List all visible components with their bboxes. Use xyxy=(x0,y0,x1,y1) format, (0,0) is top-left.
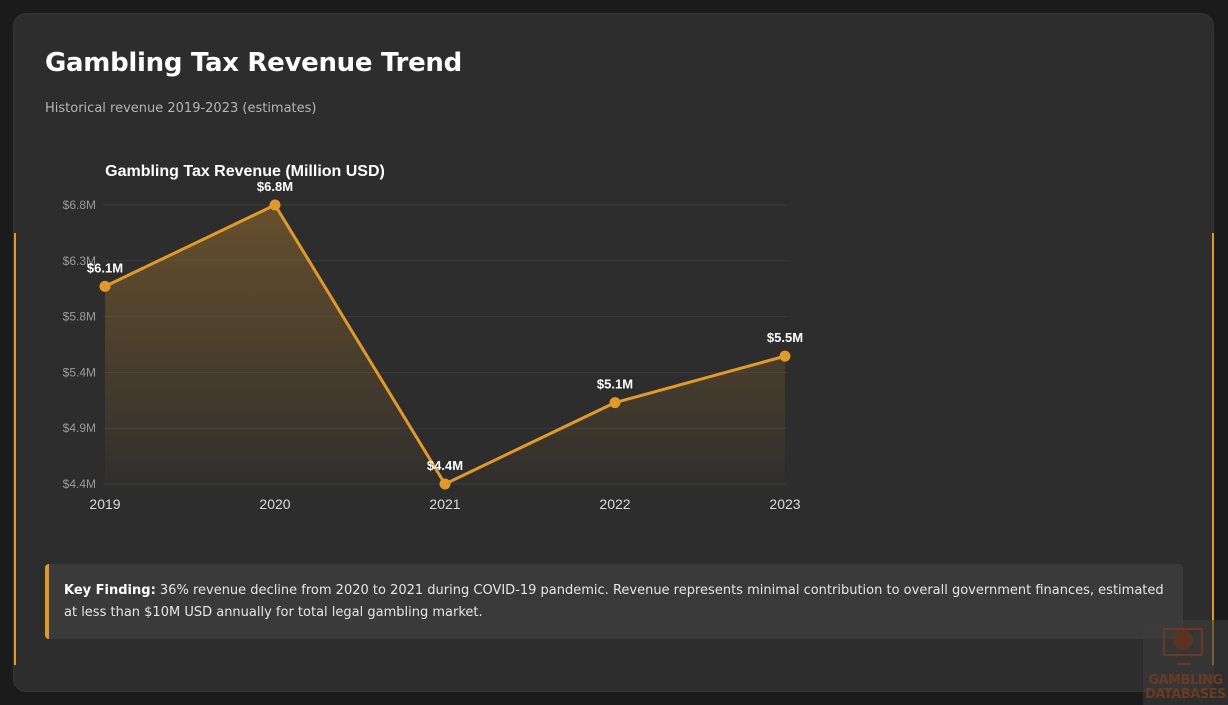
watermark-logo: GAMBLING DATABASES xyxy=(1143,620,1228,705)
data-label-2023: $5.5M xyxy=(767,330,803,345)
y-tick-label: $6.8M xyxy=(63,198,96,212)
monitor-poker-chip-icon xyxy=(1163,628,1203,656)
data-point-2020[interactable] xyxy=(269,199,281,211)
data-point-2022[interactable] xyxy=(609,397,621,409)
data-points xyxy=(99,199,791,490)
y-tick-label: $5.4M xyxy=(63,365,96,379)
x-axis: 2019 2020 2021 2022 2023 xyxy=(89,496,800,512)
chart-title: Gambling Tax Revenue (Million USD) xyxy=(105,163,385,180)
x-tick-label: 2022 xyxy=(599,496,630,512)
data-label-2021: $4.4M xyxy=(427,458,463,473)
x-tick-label: 2020 xyxy=(259,496,290,512)
data-point-2023[interactable] xyxy=(779,350,791,362)
x-tick-label: 2021 xyxy=(429,496,460,512)
page-subtitle: Historical revenue 2019-2023 (estimates) xyxy=(45,101,317,116)
x-tick-label: 2019 xyxy=(89,496,120,512)
data-labels: $6.1M $6.8M $4.4M $5.1M $5.5M xyxy=(87,179,803,473)
series-area xyxy=(105,205,785,484)
card-accent-left xyxy=(14,233,16,665)
data-label-2022: $5.1M xyxy=(597,377,633,392)
watermark-line2: DATABASES xyxy=(1145,687,1226,702)
key-finding-text: 36% revenue decline from 2020 to 2021 du… xyxy=(64,583,1164,620)
key-finding-label: Key Finding: xyxy=(64,583,156,598)
x-tick-label: 2023 xyxy=(769,496,800,512)
monitor-stand-icon xyxy=(1177,657,1191,665)
data-label-2020: $6.8M xyxy=(257,179,293,194)
key-finding-callout: Key Finding: 36% revenue decline from 20… xyxy=(45,564,1183,639)
y-axis: $4.4M $4.9M $5.4M $5.8M $6.3M $6.8M xyxy=(63,198,96,491)
data-point-2021[interactable] xyxy=(439,478,451,490)
y-tick-label: $4.9M xyxy=(63,421,96,435)
data-label-2019: $6.1M xyxy=(87,260,123,275)
y-tick-label: $6.3M xyxy=(63,254,96,268)
data-point-2019[interactable] xyxy=(99,280,111,292)
watermark-line1: GAMBLING xyxy=(1148,673,1223,688)
y-tick-label: $4.4M xyxy=(63,477,96,491)
y-tick-label: $5.8M xyxy=(63,310,96,324)
page-title: Gambling Tax Revenue Trend xyxy=(45,48,462,78)
poker-chip-icon xyxy=(1173,630,1193,650)
card-accent-right xyxy=(1212,233,1214,665)
